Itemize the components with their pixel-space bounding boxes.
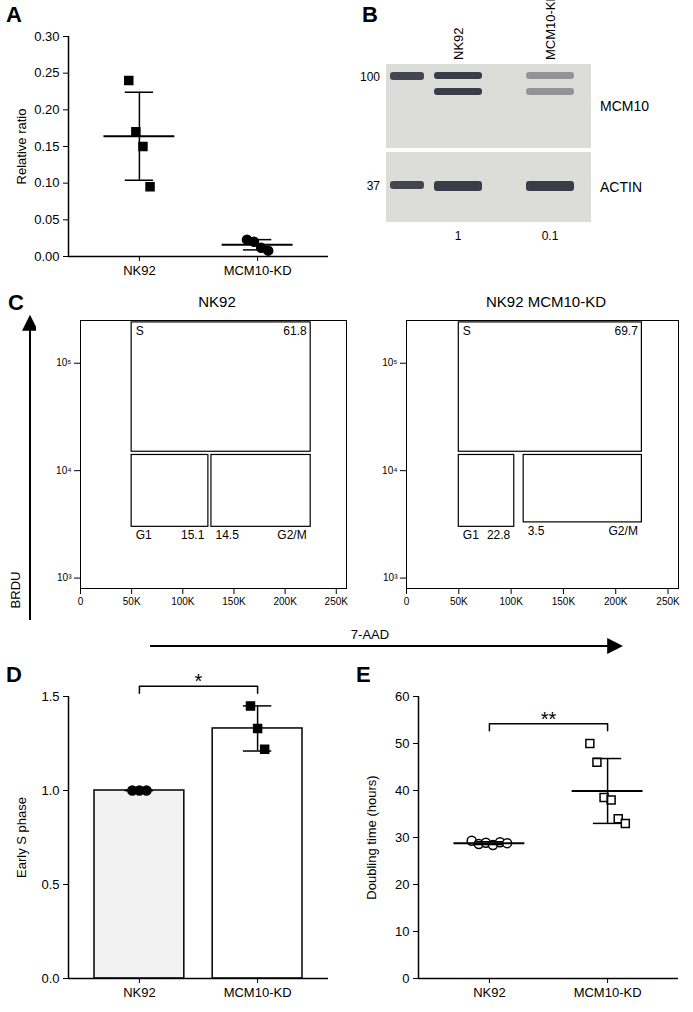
svg-text:MCM10-KD: MCM10-KD (224, 263, 292, 278)
svg-text:1: 1 (455, 229, 462, 243)
html-text:A: A (6, 2, 22, 27)
svg-text:30: 30 (395, 830, 409, 845)
svg-text:G1: G1 (136, 528, 152, 542)
svg-text:100: 100 (360, 70, 380, 84)
svg-text:0.10: 0.10 (34, 175, 59, 190)
svg-text:Early S phase: Early S phase (14, 797, 29, 878)
svg-text:0.15: 0.15 (34, 139, 59, 154)
svg-text:0.00: 0.00 (34, 249, 59, 264)
svg-text:MCM10: MCM10 (600, 98, 649, 114)
svg-text:NK92: NK92 (473, 985, 506, 1000)
svg-text:*: * (195, 670, 203, 692)
svg-text:15.1: 15.1 (181, 528, 205, 542)
html-text:E: E (356, 662, 371, 687)
svg-text:ACTIN: ACTIN (600, 179, 642, 195)
svg-text:Relative ratio: Relative ratio (14, 109, 29, 185)
svg-text:3.5: 3.5 (528, 524, 545, 538)
svg-text:50K: 50K (450, 596, 468, 607)
svg-text:150K: 150K (222, 596, 246, 607)
svg-text:0: 0 (404, 596, 410, 607)
svg-text:Doubling time (hours): Doubling time (hours) (364, 775, 379, 899)
svg-text:0.05: 0.05 (34, 212, 59, 227)
svg-text:0.20: 0.20 (34, 102, 59, 117)
svg-text:10³: 10³ (383, 572, 398, 583)
svg-text:G1: G1 (463, 528, 479, 542)
html-text:D: D (6, 662, 22, 687)
svg-text:G2/M: G2/M (277, 528, 306, 542)
svg-text:14.5: 14.5 (215, 528, 239, 542)
svg-text:0: 0 (78, 596, 84, 607)
html-text:C: C (8, 290, 24, 315)
svg-text:MCM10-KD: MCM10-KD (543, 0, 558, 60)
svg-text:60: 60 (395, 689, 409, 704)
svg-text:10³: 10³ (57, 572, 72, 583)
svg-text:200K: 200K (604, 596, 628, 607)
svg-text:10⁵: 10⁵ (382, 357, 397, 368)
svg-text:22.8: 22.8 (487, 528, 511, 542)
svg-text:NK92: NK92 (123, 263, 156, 278)
svg-text:10: 10 (395, 924, 409, 939)
svg-text:200K: 200K (273, 596, 297, 607)
svg-text:7-AAD: 7-AAD (351, 627, 389, 642)
svg-text:NK92: NK92 (451, 27, 466, 60)
svg-text:10⁴: 10⁴ (56, 465, 71, 476)
svg-text:100K: 100K (171, 596, 195, 607)
svg-text:0.1: 0.1 (542, 229, 559, 243)
svg-text:0.25: 0.25 (34, 65, 59, 80)
html-text:NK92 MCM10-KD: NK92 MCM10-KD (486, 293, 606, 310)
svg-text:10⁵: 10⁵ (56, 357, 71, 368)
svg-text:MCM10-KD: MCM10-KD (224, 985, 292, 1000)
svg-text:MCM10-KD: MCM10-KD (574, 985, 642, 1000)
svg-text:150K: 150K (552, 596, 576, 607)
svg-text:100K: 100K (499, 596, 523, 607)
svg-text:10⁴: 10⁴ (382, 465, 397, 476)
svg-text:20: 20 (395, 877, 409, 892)
svg-text:50: 50 (395, 736, 409, 751)
svg-text:61.8: 61.8 (283, 324, 307, 338)
svg-text:0.5: 0.5 (41, 877, 59, 892)
svg-text:1.0: 1.0 (41, 783, 59, 798)
svg-text:S: S (136, 324, 144, 338)
svg-text:1.5: 1.5 (41, 689, 59, 704)
svg-text:50K: 50K (123, 596, 141, 607)
svg-text:250K: 250K (656, 596, 680, 607)
svg-text:37: 37 (367, 179, 381, 193)
svg-text:BRDU: BRDU (8, 572, 23, 609)
svg-text:NK92: NK92 (123, 985, 156, 1000)
svg-text:40: 40 (395, 783, 409, 798)
svg-text:0: 0 (402, 971, 409, 986)
svg-text:B: B (362, 2, 378, 27)
svg-text:**: ** (541, 708, 557, 730)
svg-text:0.0: 0.0 (41, 971, 59, 986)
svg-text:0.30: 0.30 (34, 29, 59, 44)
html-text:NK92: NK92 (198, 293, 236, 310)
svg-text:250K: 250K (325, 596, 349, 607)
svg-text:G2/M: G2/M (609, 524, 638, 538)
svg-text:69.7: 69.7 (615, 324, 639, 338)
svg-text:S: S (463, 324, 471, 338)
